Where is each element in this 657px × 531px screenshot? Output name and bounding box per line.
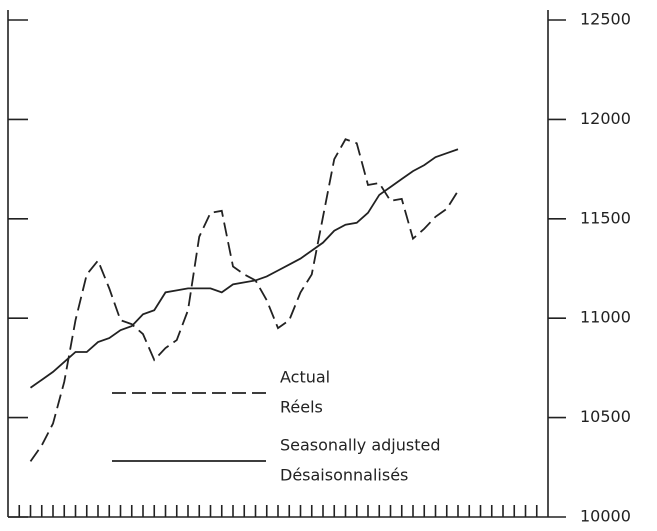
y-tick-label: 10500 bbox=[580, 407, 631, 426]
y-tick-label: 12000 bbox=[580, 109, 631, 128]
y-tick-label: 12500 bbox=[580, 10, 631, 29]
legend-label: Seasonally adjusted bbox=[280, 436, 440, 455]
series-line bbox=[29, 138, 459, 462]
legend-label-alt: Désaisonnalisés bbox=[280, 466, 408, 485]
series-line bbox=[29, 148, 459, 389]
y-tick-label: 11000 bbox=[580, 308, 631, 327]
y-tick-label: 10000 bbox=[580, 507, 631, 526]
y-tick-label: 11500 bbox=[580, 208, 631, 227]
legend-label-alt: Réels bbox=[280, 398, 323, 417]
legend-label: Actual bbox=[280, 368, 330, 387]
